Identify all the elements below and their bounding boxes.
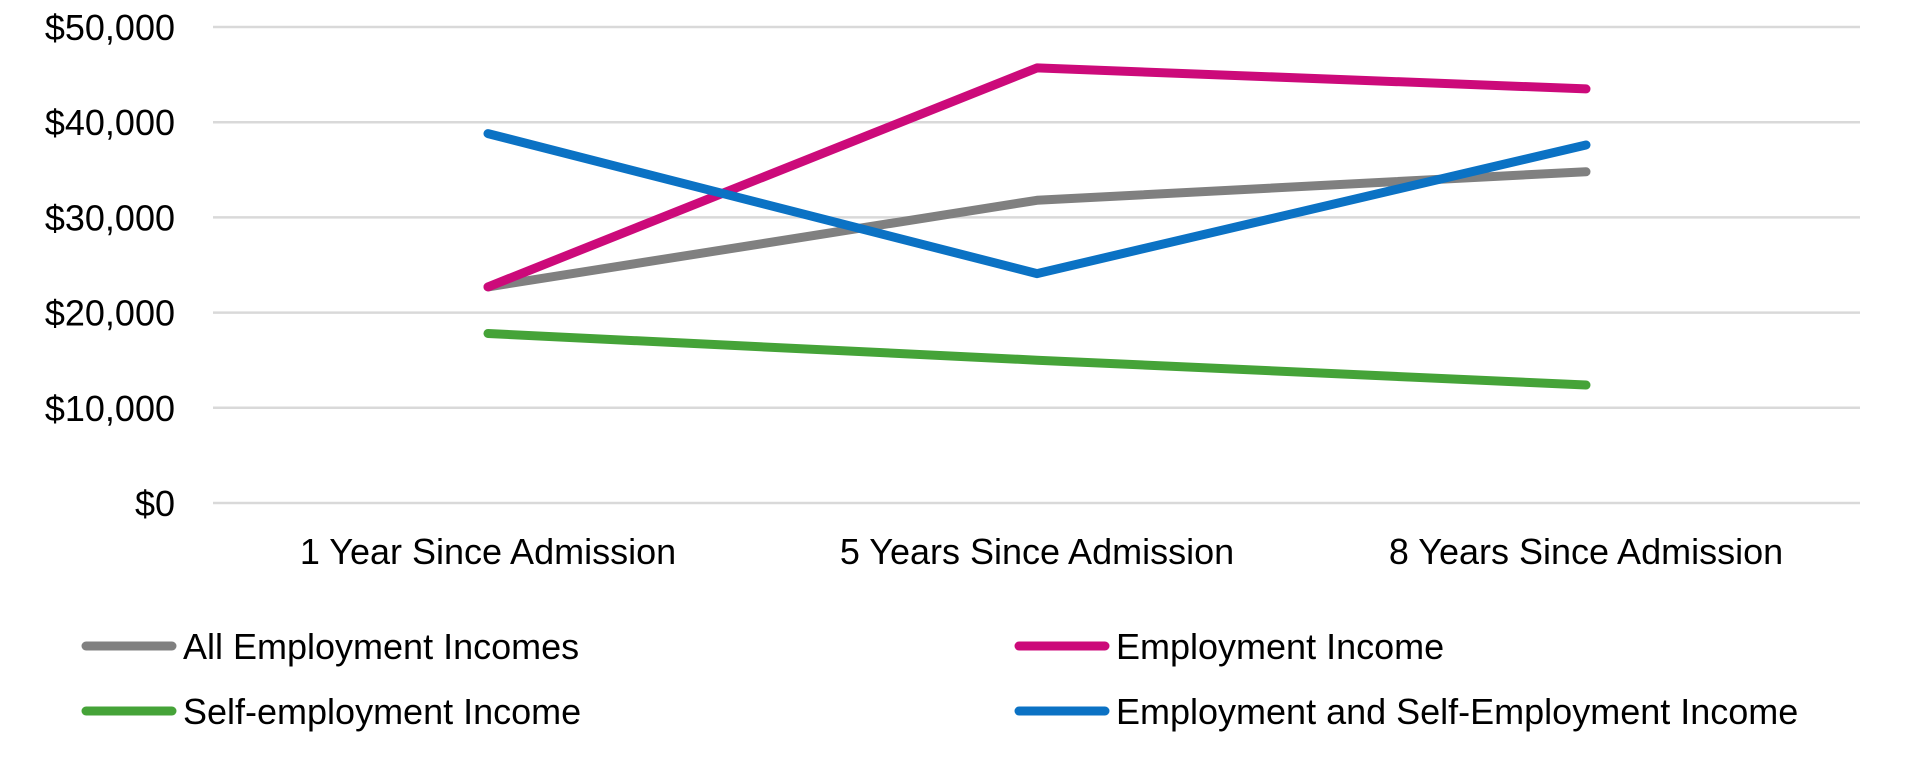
- y-tick-label: $20,000: [45, 293, 175, 334]
- legend-label: Self-employment Income: [183, 691, 581, 732]
- y-tick-label: $10,000: [45, 388, 175, 429]
- y-tick-label: $30,000: [45, 197, 175, 238]
- series-line-4: [483, 129, 1591, 279]
- y-tick-label: $0: [135, 483, 175, 524]
- series-line-2: [483, 63, 1591, 292]
- y-axis-ticks: $0 $10,000 $20,000 $30,000 $40,000 $50,000: [45, 7, 175, 524]
- y-tick-label: $50,000: [45, 7, 175, 48]
- x-axis-ticks: 1 Year Since Admission 5 Years Since Admi…: [300, 531, 1783, 572]
- legend-label: All Employment Incomes: [183, 626, 579, 667]
- gridlines: [213, 25, 1860, 505]
- x-tick-label: 1 Year Since Admission: [300, 531, 676, 572]
- y-tick-label: $40,000: [45, 102, 175, 143]
- series-lines: [483, 63, 1591, 390]
- legend-label: Employment and Self-Employment Income: [1116, 691, 1798, 732]
- series-line-3: [483, 329, 1591, 390]
- series-line-1: [483, 167, 1591, 292]
- x-tick-label: 8 Years Since Admission: [1389, 531, 1783, 572]
- legend-label: Employment Income: [1116, 626, 1444, 667]
- legend: All Employment Incomes Employment Income S…: [81, 626, 1798, 732]
- x-tick-label: 5 Years Since Admission: [840, 531, 1234, 572]
